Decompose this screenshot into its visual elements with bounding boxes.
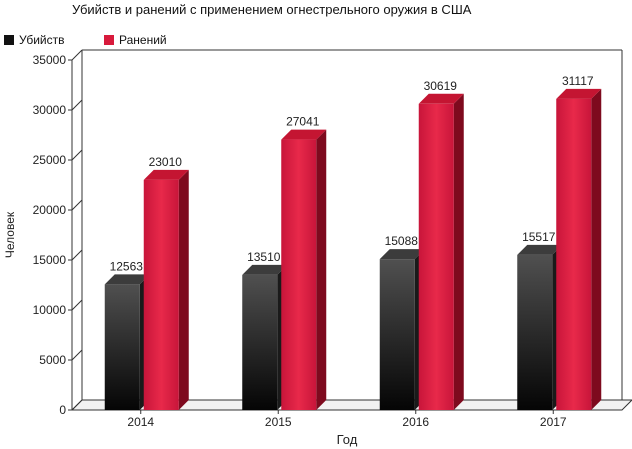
y-tick-depth-line bbox=[71, 249, 83, 261]
bar-wounds bbox=[143, 169, 189, 410]
data-label-kills: 12563 bbox=[110, 259, 144, 273]
bar-wounds-top bbox=[418, 93, 464, 104]
y-tick-label: 35000 bbox=[33, 53, 67, 67]
bar-kills-top bbox=[104, 274, 150, 285]
bar-kills-top bbox=[517, 244, 563, 255]
y-tick-label: 5000 bbox=[39, 353, 66, 367]
bar-kills-front bbox=[242, 274, 278, 410]
bar-kills bbox=[517, 244, 563, 410]
bar-kills-front bbox=[379, 259, 415, 410]
y-axis-ticks: 0 5000 10000 15000 20000 25000 30000 35000 bbox=[33, 49, 83, 417]
bars: 12563 23010 13510 27041 15088 30619 15517 31117 bbox=[104, 74, 602, 410]
bar-wounds bbox=[556, 88, 602, 410]
data-label-wounds: 30619 bbox=[424, 79, 458, 93]
legend-item-kills: Убийств bbox=[4, 33, 65, 47]
y-tick-label: 25000 bbox=[33, 153, 67, 167]
x-tick-label: 2016 bbox=[402, 415, 429, 429]
bar-wounds-front bbox=[556, 98, 592, 410]
y-tick-depth-line bbox=[71, 299, 83, 311]
bar-wounds-top bbox=[556, 88, 602, 99]
legend-swatch-wounds bbox=[104, 35, 114, 45]
bar-kills-top bbox=[242, 264, 288, 275]
y-tick-depth-line bbox=[71, 399, 83, 411]
y-axis-title: Человек bbox=[3, 211, 17, 258]
x-tick-label: 2017 bbox=[540, 415, 567, 429]
y-tick-depth-line bbox=[71, 199, 83, 211]
bar-wounds-side bbox=[591, 88, 602, 410]
legend-label-wounds: Ранений bbox=[119, 33, 167, 47]
bar-wounds-front bbox=[143, 179, 179, 410]
data-label-wounds: 31117 bbox=[562, 74, 594, 88]
bar-wounds-side bbox=[316, 129, 327, 410]
y-tick-depth-line bbox=[71, 349, 83, 361]
x-tick-label: 2014 bbox=[127, 415, 154, 429]
bar-wounds-side bbox=[178, 169, 189, 410]
bar-kills bbox=[104, 274, 150, 410]
data-label-wounds: 27041 bbox=[286, 115, 320, 129]
data-label-kills: 13510 bbox=[247, 250, 281, 264]
bar-wounds-side bbox=[453, 93, 464, 410]
y-tick-label: 20000 bbox=[33, 203, 67, 217]
bar-kills-top bbox=[379, 249, 425, 260]
legend-swatch-kills bbox=[4, 35, 14, 45]
chart-title: Убийств и ранений с применением огнестре… bbox=[72, 2, 472, 17]
bar-wounds-front bbox=[281, 139, 317, 410]
bar-wounds-top bbox=[143, 169, 189, 180]
legend-item-wounds: Ранений bbox=[104, 33, 167, 47]
bar-kills-front bbox=[517, 254, 553, 410]
data-label-wounds: 23010 bbox=[149, 155, 183, 169]
data-label-kills: 15088 bbox=[385, 234, 419, 248]
y-tick-label: 0 bbox=[59, 403, 66, 417]
y-tick-depth-line bbox=[71, 49, 83, 61]
bar-wounds bbox=[281, 129, 327, 410]
bar-wounds bbox=[418, 93, 464, 410]
y-tick-depth-line bbox=[71, 99, 83, 111]
y-tick-label: 10000 bbox=[33, 303, 67, 317]
x-axis-title: Год bbox=[337, 432, 358, 447]
legend-label-kills: Убийств bbox=[19, 33, 65, 47]
y-tick-label: 30000 bbox=[33, 103, 67, 117]
bar-kills bbox=[379, 249, 425, 410]
bar-kills bbox=[242, 264, 288, 410]
bar-wounds-front bbox=[418, 103, 454, 410]
bar-kills-front bbox=[104, 284, 140, 410]
y-tick-depth-line bbox=[71, 149, 83, 161]
x-tick-label: 2015 bbox=[265, 415, 292, 429]
data-label-kills: 15517 bbox=[522, 230, 556, 244]
bar-wounds-top bbox=[281, 129, 327, 140]
x-axis-ticks: 2014 2015 2016 2017 bbox=[127, 410, 567, 429]
y-tick-label: 15000 bbox=[33, 253, 67, 267]
